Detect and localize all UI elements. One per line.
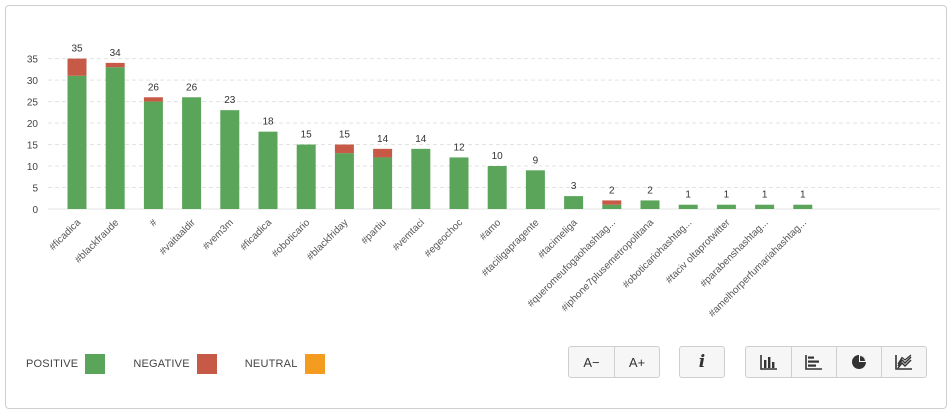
- x-tick-label: #blackfriday: [305, 217, 351, 263]
- bar-segment-positive[interactable]: [755, 204, 775, 209]
- font-size-controls: A− A+: [568, 346, 660, 378]
- bar-total-label: 26: [148, 82, 160, 93]
- bar-segment-negative[interactable]: [67, 58, 87, 76]
- bar-segment-positive[interactable]: [105, 67, 125, 210]
- legend-swatch-positive: [85, 354, 106, 374]
- horizontal-bar-chart-button[interactable]: [791, 347, 836, 377]
- bar-segment-positive[interactable]: [602, 204, 622, 209]
- bar-total-label: 15: [339, 130, 351, 141]
- bar-total-label: 3: [571, 181, 577, 192]
- bar-total-label: 23: [224, 95, 236, 106]
- x-tick-label: #oboticariohashtag...: [621, 217, 694, 290]
- legend-item-negative[interactable]: NEGATIVE: [133, 354, 217, 374]
- bar-total-label: 18: [262, 117, 274, 128]
- area-chart-button[interactable]: [881, 347, 926, 377]
- bar-total-label: 9: [533, 155, 539, 166]
- y-tick-label: 0: [32, 205, 38, 216]
- pie-chart-icon: [850, 354, 868, 370]
- y-tick-label: 5: [32, 184, 38, 195]
- area-chart-icon: [895, 354, 913, 370]
- chart-type-controls: [745, 346, 927, 378]
- legend-item-positive[interactable]: POSITIVE: [26, 354, 106, 374]
- bar-segment-positive[interactable]: [411, 148, 431, 209]
- bar-segment-negative[interactable]: [334, 144, 354, 154]
- y-tick-label: 15: [27, 141, 39, 152]
- bar-segment-positive[interactable]: [373, 157, 393, 209]
- bar-segment-positive[interactable]: [67, 75, 87, 209]
- bar-segment-positive[interactable]: [143, 101, 163, 209]
- legend-label-negative: NEGATIVE: [133, 358, 190, 370]
- legend-label-positive: POSITIVE: [26, 358, 79, 370]
- y-tick-label: 35: [27, 55, 39, 66]
- bar-segment-positive[interactable]: [525, 170, 545, 209]
- bar-total-label: 10: [492, 151, 504, 162]
- bar-total-label: 35: [71, 44, 83, 55]
- bar-total-label: 14: [415, 134, 427, 145]
- bar-total-label: 26: [186, 82, 198, 93]
- y-tick-label: 10: [27, 162, 39, 173]
- legend-item-neutral[interactable]: NEUTRAL: [245, 354, 325, 374]
- bar-segment-positive[interactable]: [334, 153, 354, 209]
- bar-segment-negative[interactable]: [602, 200, 622, 205]
- x-tick-label: #egeochoc: [423, 217, 465, 259]
- x-tick-label: #vemtaci: [391, 217, 427, 253]
- bar-segment-positive[interactable]: [296, 144, 316, 209]
- bar-total-label: 34: [110, 48, 122, 59]
- x-tick-label: #amo: [478, 217, 504, 243]
- bar-segment-positive[interactable]: [793, 204, 813, 209]
- bar-chart-button[interactable]: [746, 347, 791, 377]
- bar-segment-positive[interactable]: [220, 110, 240, 209]
- bar-segment-negative[interactable]: [143, 97, 163, 102]
- bar-segment-positive[interactable]: [564, 196, 584, 209]
- bar-total-label: 1: [762, 190, 768, 201]
- bar-total-label: 12: [453, 142, 465, 153]
- x-tick-label: #partiu: [359, 217, 388, 246]
- bar-total-label: 2: [609, 185, 615, 196]
- bar-segment-positive[interactable]: [678, 204, 698, 209]
- y-tick-label: 25: [27, 98, 39, 109]
- x-tick-label: #: [148, 217, 160, 229]
- font-increase-button[interactable]: A+: [614, 347, 659, 377]
- legend-swatch-negative: [196, 354, 217, 374]
- bar-segment-positive[interactable]: [449, 157, 469, 209]
- legend-swatch-neutral: [304, 354, 325, 374]
- bar-total-label: 1: [800, 190, 806, 201]
- x-tick-label: #vem3m: [201, 217, 236, 252]
- x-tick-label: #ficadica: [238, 217, 274, 253]
- bar-total-label: 1: [685, 190, 691, 201]
- bar-segment-positive[interactable]: [258, 131, 278, 209]
- font-decrease-button[interactable]: A−: [583, 354, 600, 370]
- bar-total-label: 2: [647, 185, 653, 196]
- bar-total-label: 14: [377, 134, 389, 145]
- legend-label-neutral: NEUTRAL: [244, 358, 298, 370]
- bar-segment-negative[interactable]: [105, 62, 125, 68]
- bar-segment-positive[interactable]: [182, 97, 202, 209]
- legend: POSITIVE NEGATIVE NEUTRAL: [26, 354, 353, 374]
- y-tick-label: 30: [27, 76, 39, 87]
- x-tick-label: #vaitaaldir: [158, 217, 198, 257]
- pie-chart-button[interactable]: [836, 347, 881, 377]
- bar-segment-positive[interactable]: [716, 204, 736, 209]
- x-tick-label: #taciv oltaprotwitter: [664, 217, 733, 286]
- bar-total-label: 15: [301, 130, 313, 141]
- horizontal-bar-chart-icon: [805, 354, 823, 370]
- bar-segment-positive[interactable]: [487, 166, 507, 209]
- x-tick-label: #ficadica: [47, 217, 83, 253]
- bar-chart: 0510152025303535#ficadica34#blackfraude2…: [27, 44, 940, 319]
- info-controls: i: [679, 346, 725, 378]
- bar-chart-icon: [759, 354, 778, 370]
- bar-segment-negative[interactable]: [373, 148, 393, 158]
- info-button[interactable]: i: [698, 352, 706, 372]
- bar-segment-positive[interactable]: [640, 200, 660, 209]
- bar-total-label: 1: [724, 190, 730, 201]
- x-tick-label: #parabenshashtag...: [698, 217, 770, 289]
- y-tick-label: 20: [27, 119, 39, 130]
